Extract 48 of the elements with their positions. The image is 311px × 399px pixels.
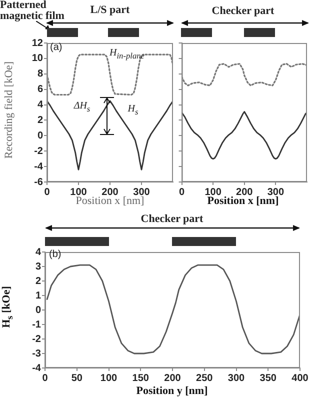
y-tick-label: 6: [37, 84, 44, 96]
y-tick-label: 0: [37, 130, 44, 142]
line-series: [47, 54, 173, 96]
y-tick-label: 8: [37, 68, 44, 80]
x-tick-label: 300: [133, 186, 150, 198]
y-tick-label: 10: [32, 53, 44, 64]
annotation: H$_{s}$: [128, 104, 138, 118]
y-tick-label: -3: [32, 348, 42, 360]
y-tick-label: 4: [35, 246, 42, 258]
x-tick-label: 200: [102, 186, 119, 198]
x-tick-label: 100: [204, 186, 222, 198]
x-tick-label: 100: [100, 372, 118, 384]
text: Checker part: [212, 5, 274, 17]
annotation: ΔH$_{s}$: [74, 100, 90, 116]
y-tick-label: 4: [37, 100, 44, 111]
annotation: (a): [50, 42, 62, 54]
y-tick-label: -1: [32, 319, 42, 330]
y-tick-label: 0: [35, 304, 42, 316]
x-tick-label: 350: [260, 372, 277, 384]
y-tick-label: -2: [32, 334, 42, 345]
y-tick-label: -2: [34, 146, 44, 157]
x-axis-title: Position x [nm]: [207, 195, 279, 207]
y-tick-label: 12: [32, 38, 44, 49]
y-tick-label: 2: [37, 114, 44, 126]
x-tick-label: 200: [164, 372, 182, 384]
y-tick-label: -4: [34, 161, 44, 172]
y-tick-label: 1: [35, 290, 42, 302]
text: Checker part: [140, 213, 204, 225]
x-tick-label: 150: [132, 372, 150, 384]
y-tick-label: 3: [35, 261, 42, 272]
annotation: H$_{in-plane}$: [110, 48, 144, 62]
text: L/S part: [90, 4, 130, 16]
x-tick-label: 300: [228, 372, 246, 384]
annotation: (b): [49, 249, 62, 261]
x-axis-title: Position x [nm]: [76, 195, 144, 207]
x-axis-title: Position y [nm]: [136, 385, 208, 397]
y-tick-label: -6: [34, 176, 44, 188]
x-tick-label: 0: [44, 186, 50, 198]
x-tick-label: 250: [196, 372, 214, 384]
y-tick-label: -4: [32, 362, 42, 374]
x-tick-label: 400: [292, 372, 309, 384]
x-tick-label: 100: [70, 186, 88, 198]
x-tick-label: 0: [179, 186, 185, 198]
y-axis-title: Recording field [kOe]: [3, 61, 15, 159]
y-tick-label: 2: [35, 276, 42, 287]
x-tick-label: 200: [236, 186, 254, 198]
x-tick-label: 50: [71, 372, 83, 384]
text: Patterned magnetic film: [0, 0, 66, 22]
